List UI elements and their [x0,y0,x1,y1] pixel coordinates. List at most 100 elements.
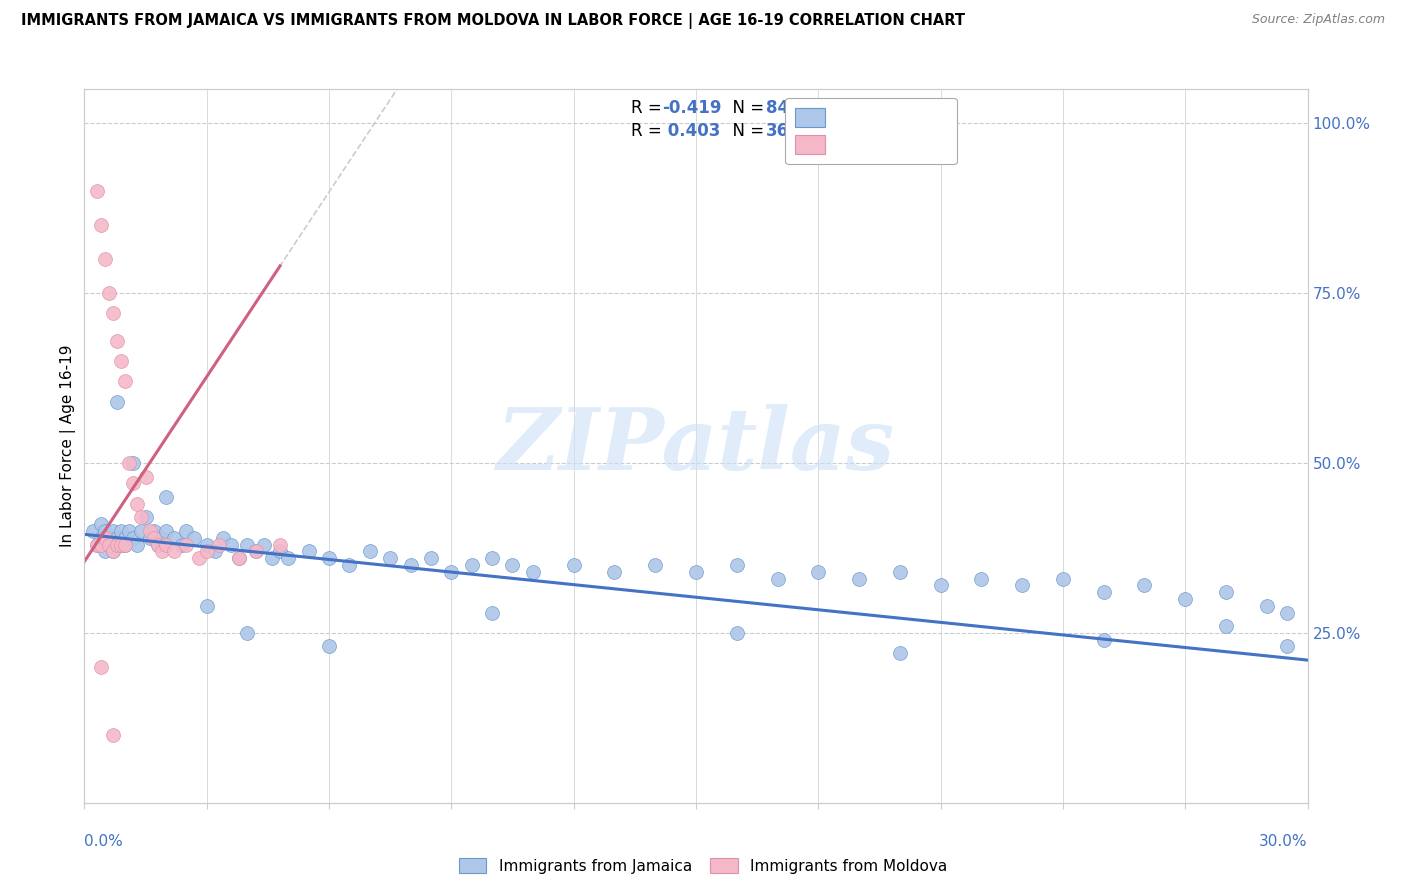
Point [86,537,108,551]
Point [122,531,145,545]
Point [380,551,402,566]
Point [90,537,112,551]
Point [399,558,422,572]
Point [339,558,361,572]
Point [219,537,242,551]
Text: N =: N = [721,122,769,140]
Point [114,375,136,389]
Point [359,544,381,558]
Point [502,558,524,572]
Text: 30.0%: 30.0% [1260,834,1308,849]
Point [114,537,136,551]
Point [105,537,128,551]
Point [101,306,124,320]
Point [90,517,112,532]
Point [228,551,250,566]
Point [195,544,218,558]
Point [1174,591,1197,606]
Point [889,565,911,579]
Point [110,524,132,538]
Point [481,606,503,620]
Point [245,544,267,558]
Point [1052,572,1074,586]
Point [138,531,160,545]
Point [228,551,250,566]
Point [1092,632,1115,647]
Point [155,524,177,538]
Point [155,490,177,504]
Point [93,531,117,545]
Point [110,354,132,368]
Point [93,544,117,558]
Point [114,531,136,545]
Text: Source: ZipAtlas.com: Source: ZipAtlas.com [1251,13,1385,27]
Point [522,565,544,579]
Point [970,572,993,586]
Point [142,524,165,538]
Text: 84: 84 [766,100,789,118]
Point [138,524,160,538]
Point [86,537,108,551]
Point [105,334,128,348]
Point [236,537,259,551]
Point [195,599,218,613]
Point [97,537,120,551]
Point [122,476,145,491]
Point [725,558,748,572]
Point [135,510,157,524]
Point [236,626,259,640]
Text: -0.419: -0.419 [662,100,721,118]
Point [110,537,132,551]
Point [82,524,104,538]
Point [245,544,267,558]
Point [212,531,235,545]
Point [105,531,128,545]
Point [1215,585,1237,599]
Point [725,626,748,640]
Point [122,456,145,470]
Point [86,184,108,198]
Point [1215,619,1237,633]
Point [420,551,443,566]
Point [142,531,165,545]
Point [208,537,231,551]
Point [807,565,830,579]
Point [318,551,340,566]
Text: R =: R = [631,100,666,118]
Point [90,660,112,674]
Point [97,537,120,551]
Point [481,551,503,566]
Point [101,524,124,538]
Point [127,537,149,551]
Point [146,537,169,551]
Point [90,531,112,545]
Point [150,544,173,558]
Point [562,558,585,572]
Point [298,544,321,558]
Legend: placeholder1, placeholder2: placeholder1, placeholder2 [786,97,956,164]
Point [172,537,194,551]
Point [155,537,177,551]
Point [127,497,149,511]
Text: R =: R = [631,122,666,140]
Point [269,537,291,551]
Point [685,565,707,579]
Point [269,544,291,558]
Point [1256,599,1278,613]
Text: 0.0%: 0.0% [84,834,124,849]
Point [97,531,120,545]
Point [1277,640,1299,654]
Point [603,565,626,579]
Point [131,510,153,524]
Text: 0.403: 0.403 [662,122,720,140]
Point [118,456,141,470]
Text: ZIPatlas: ZIPatlas [496,404,896,488]
Point [176,524,198,538]
Point [277,551,299,566]
Point [131,524,153,538]
Point [101,728,124,742]
Point [110,537,132,551]
Point [440,565,463,579]
Point [187,551,209,566]
Legend: Immigrants from Jamaica, Immigrants from Moldova: Immigrants from Jamaica, Immigrants from… [453,852,953,880]
